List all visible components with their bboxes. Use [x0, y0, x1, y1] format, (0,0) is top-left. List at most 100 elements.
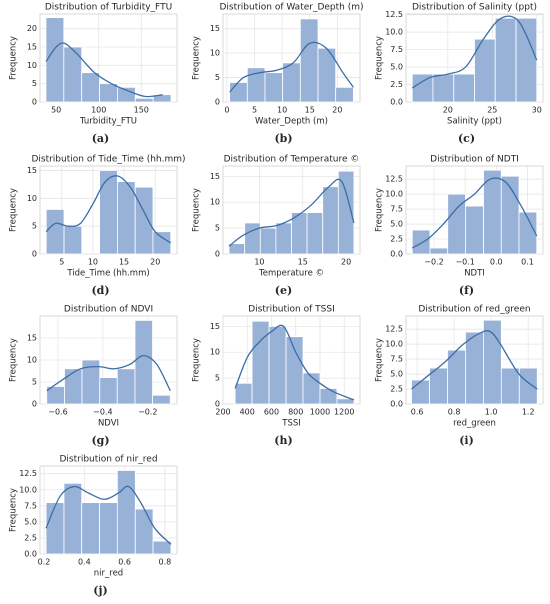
- y-tick-label: 10.0: [385, 340, 403, 349]
- x-tick-label: 600: [264, 408, 279, 417]
- y-tick-label: 15: [210, 24, 220, 33]
- x-tick-label: −0.6: [48, 408, 67, 417]
- x-tick-label: 1200: [334, 408, 354, 417]
- bar: [99, 502, 118, 555]
- x-tick-label: 50: [51, 106, 61, 115]
- y-tick-label: 0: [32, 250, 37, 259]
- x-tick-label: 15: [119, 258, 129, 267]
- bar: [117, 86, 136, 103]
- bar: [99, 377, 118, 405]
- y-tick-label: 7.5: [390, 205, 403, 214]
- bar: [116, 368, 136, 405]
- x-tick-label: −0.2: [424, 258, 443, 267]
- bar: [518, 211, 538, 255]
- x-axis-label: Temperature ©: [258, 269, 324, 279]
- chart-title: Distribution of Temperature ©: [224, 155, 360, 165]
- y-tick-label: 12.5: [385, 10, 403, 19]
- bar: [411, 229, 431, 255]
- chart-title: Distribution of Water_Depth (m): [219, 3, 363, 13]
- y-tick-label: 12.5: [19, 469, 37, 478]
- bar: [429, 247, 449, 255]
- y-axis-label: Frequency: [375, 188, 385, 232]
- bar: [494, 17, 517, 103]
- x-tick-label: 15: [298, 258, 308, 267]
- y-tick-label: 10.0: [19, 485, 37, 494]
- x-axis-label: Turbidity_FTU: [79, 117, 137, 127]
- x-axis-label: Water_Depth (m): [255, 117, 328, 127]
- bar: [63, 225, 83, 255]
- y-tick-label: 7.5: [390, 45, 403, 54]
- caption: (j): [93, 584, 107, 597]
- y-axis-label: Frequency: [192, 188, 202, 232]
- bar: [99, 170, 118, 255]
- y-tick-label: 0: [215, 250, 220, 259]
- bar: [228, 243, 246, 255]
- y-axis-label: Frequency: [192, 338, 202, 382]
- bar: [244, 222, 261, 255]
- y-tick-label: 5: [215, 374, 220, 383]
- y-tick-label: 15: [27, 334, 37, 343]
- chart-title: Distribution of red_green: [418, 305, 530, 315]
- bar: [117, 181, 136, 255]
- y-tick-label: 0: [32, 400, 37, 409]
- y-axis-label: Frequency: [9, 488, 19, 532]
- bar: [275, 222, 292, 255]
- y-tick-label: 12.5: [385, 325, 403, 334]
- bar: [134, 508, 154, 555]
- y-tick-label: 5.0: [390, 370, 403, 379]
- y-tick-label: 5: [215, 224, 220, 233]
- x-tick-label: 150: [134, 106, 149, 115]
- caption: (h): [274, 434, 292, 447]
- y-tick-label: 2.5: [390, 385, 403, 394]
- x-tick-label: 20: [341, 258, 351, 267]
- y-tick-label: 0.0: [24, 550, 37, 559]
- bar: [116, 470, 136, 555]
- x-axis-label: Tide_Time (hh.mm): [66, 269, 149, 279]
- y-axis-label: Frequency: [192, 36, 202, 80]
- bar: [515, 17, 538, 103]
- y-tick-label: 5: [32, 222, 37, 231]
- caption: (e): [275, 284, 292, 297]
- x-tick-label: 1.0: [485, 408, 498, 417]
- bar: [268, 325, 287, 405]
- chart-title: Distribution of Turbidity_FTU: [45, 3, 172, 13]
- kde-line: [45, 175, 172, 244]
- histogram-panel: 0.0 2.5 5.0 7.5 10.0 12.5 20 25 30 Distribution o…: [375, 3, 544, 145]
- bar: [319, 388, 338, 405]
- bar: [134, 97, 154, 103]
- bar: [483, 169, 502, 255]
- histogram-panel: 0 5 10 15 0 5 10 15 20 Distribution of Water_Dept…: [192, 3, 364, 146]
- y-tick-label: 15: [210, 172, 220, 181]
- x-tick-label: 100: [91, 106, 106, 115]
- y-tick-label: 10: [27, 61, 37, 70]
- bar: [465, 331, 484, 405]
- x-tick-label: 0.6: [411, 408, 424, 417]
- bar: [336, 398, 355, 405]
- y-tick-label: 12.5: [385, 175, 403, 184]
- bar: [45, 17, 65, 103]
- bar: [99, 83, 118, 103]
- kde-line: [411, 330, 538, 390]
- x-tick-label: 20: [150, 258, 160, 267]
- x-axis-label: nir_red: [94, 569, 123, 579]
- x-tick-label: 15: [305, 106, 315, 115]
- bar: [152, 394, 171, 405]
- bar: [500, 367, 520, 405]
- x-axis-label: NDTI: [464, 269, 485, 279]
- x-tick-label: 10: [277, 106, 287, 115]
- x-tick-label: 1000: [310, 408, 330, 417]
- y-tick-label: 15: [210, 322, 220, 331]
- y-tick-label: 0.0: [390, 250, 403, 259]
- chart-title: Distribution of NDTI: [430, 155, 519, 165]
- y-tick-label: 0: [215, 98, 220, 107]
- x-tick-label: 0.8: [448, 408, 461, 417]
- bar: [306, 212, 324, 255]
- bar: [453, 73, 475, 103]
- y-tick-label: 10.0: [385, 190, 403, 199]
- bar: [81, 502, 101, 555]
- caption: (d): [91, 284, 109, 297]
- bar: [134, 186, 154, 255]
- y-axis-label: Frequency: [9, 188, 19, 232]
- x-tick-label: 20: [443, 106, 453, 115]
- x-tick-label: 0.8: [159, 558, 172, 567]
